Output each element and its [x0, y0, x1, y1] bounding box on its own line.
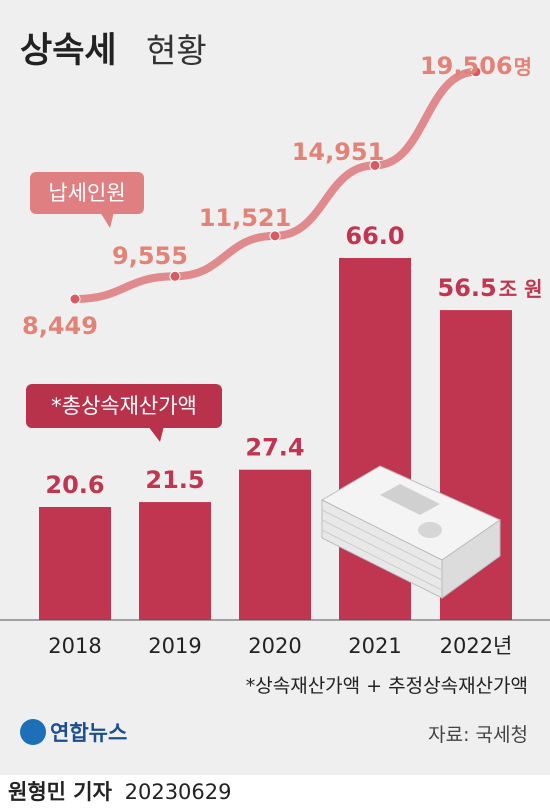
footnote: *상속재산가액 + 추정상속재산가액 — [245, 675, 528, 697]
chart-subtitle: 현황 — [146, 31, 207, 70]
reporter-name: 원형민 기자 — [8, 780, 112, 804]
line-series-legend: 납세인원 — [48, 181, 125, 205]
yonhap-logo: 연합뉴스 — [20, 717, 127, 747]
publish-date: 20230629 — [124, 780, 232, 804]
line-point — [69, 293, 81, 305]
line-unit-label: 명 — [514, 55, 532, 79]
x-tick-label: 2019 — [148, 634, 201, 658]
bar-2018 — [39, 507, 111, 620]
yonhap-logo-icon — [20, 719, 46, 745]
line-value-label: 11,521 — [199, 204, 292, 232]
x-tick-label: 2022년 — [440, 634, 513, 658]
x-tick-label: 2021 — [348, 634, 401, 658]
chart-title: 상속세 — [20, 31, 117, 71]
line-point — [269, 230, 281, 242]
value-labels: 20.6 21.5 27.4 66.0 56.5 조 원 8,449 9,555 11,521 1… — [22, 52, 542, 499]
bar-value-label: 56.5 조 원 — [438, 274, 543, 302]
bar-unit-label: 조 원 — [499, 277, 543, 301]
bar-value-label: 20.6 — [45, 471, 104, 499]
callout-line-legend: 납세인원 — [30, 172, 144, 228]
infographic-card: 20.6 21.5 27.4 66.0 56.5 조 원 8,449 9,555 11,521 1… — [0, 0, 550, 775]
bar-value-label: 21.5 — [145, 466, 204, 494]
line-point — [470, 66, 482, 78]
line-point — [369, 159, 381, 171]
chart: 20.6 21.5 27.4 66.0 56.5 조 원 8,449 9,555 11,521 1… — [0, 52, 550, 658]
money-stack-illustration — [320, 465, 502, 599]
callout-bar-legend: *총상속재산가액 — [26, 384, 222, 442]
bar-2019 — [139, 502, 211, 620]
bar-value-label: 66.0 — [345, 222, 404, 250]
bar-series-legend: *총상속재산가액 — [51, 394, 197, 418]
bar-2020 — [239, 469, 311, 620]
line-value-label: 19,506명 — [420, 52, 532, 80]
line-series — [69, 66, 482, 305]
line-value-label: 8,449 — [22, 312, 98, 340]
line-point — [169, 270, 181, 282]
x-tick-label: 2018 — [48, 634, 101, 658]
bar-value-label: 27.4 — [245, 434, 304, 462]
byline: 원형민 기자 20230629 — [8, 776, 232, 806]
x-axis-labels: 2018 2019 2020 2021 2022년 — [0, 619, 550, 658]
line-value-label: 14,951 — [292, 138, 385, 166]
line-value-label: 9,555 — [112, 242, 188, 270]
source-note: 자료: 국세청 — [428, 724, 528, 746]
line-path — [71, 67, 480, 303]
x-tick-label: 2020 — [248, 634, 301, 658]
